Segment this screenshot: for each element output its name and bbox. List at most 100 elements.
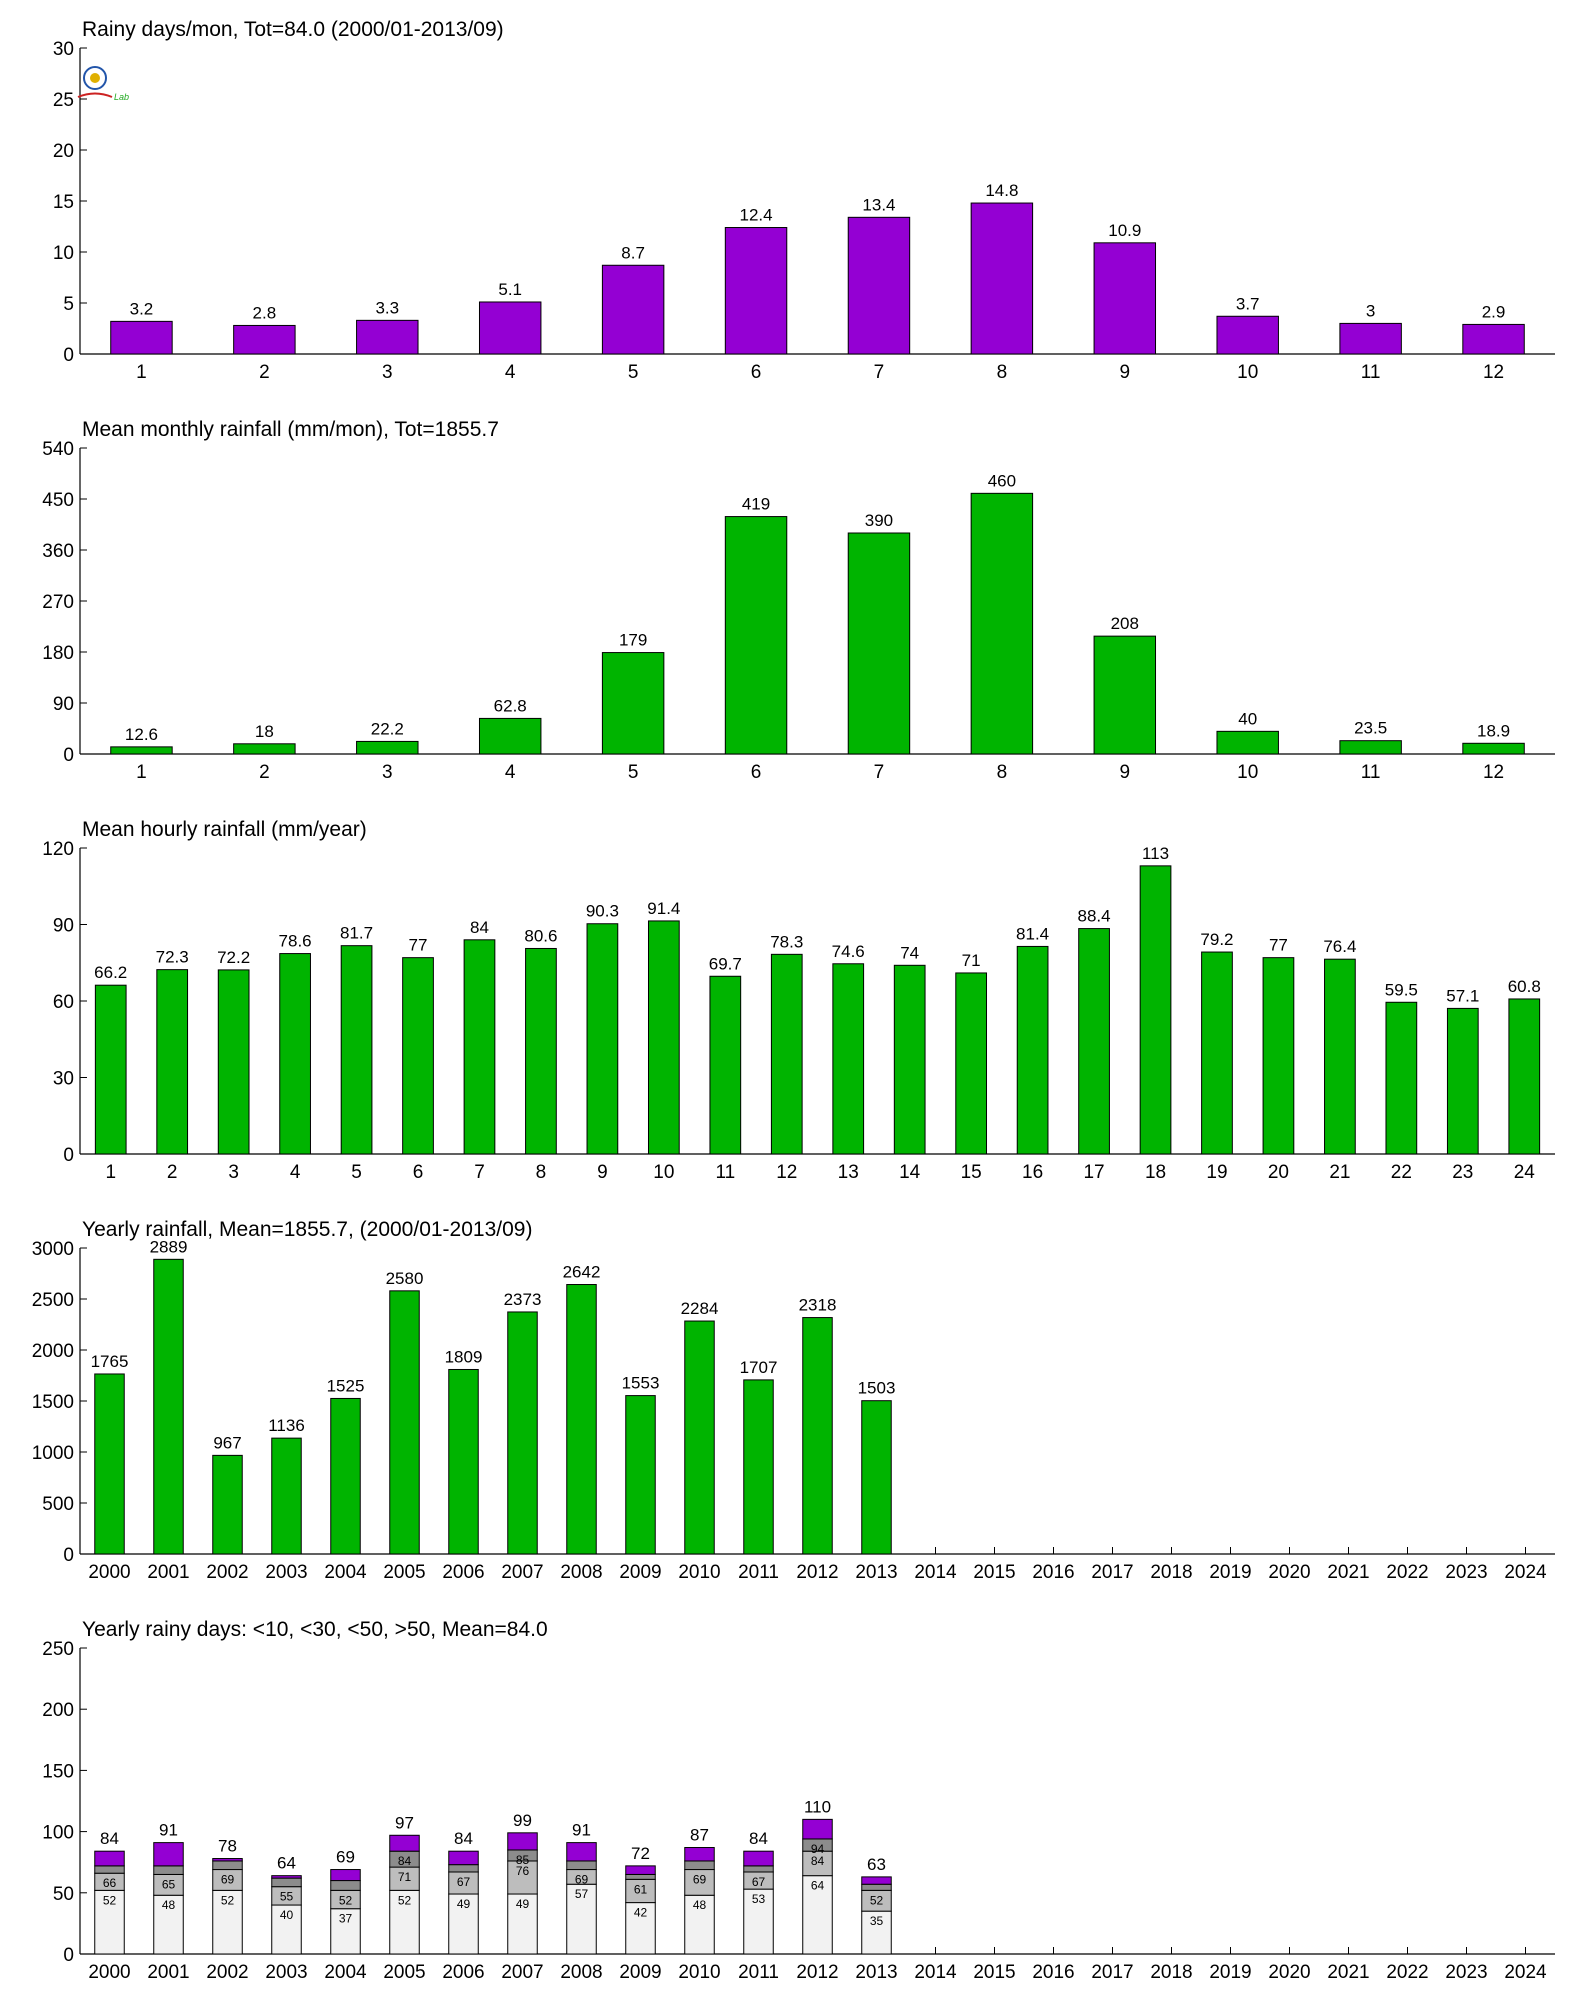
data-label: 72.3 xyxy=(156,948,189,967)
x-tick-label: 9 xyxy=(1120,762,1131,783)
bar-segment-total xyxy=(625,1865,656,1875)
bar xyxy=(1324,958,1356,1155)
bar xyxy=(389,1290,420,1555)
data-label: 460 xyxy=(988,471,1016,490)
bar-segment-lt50 xyxy=(743,1865,774,1873)
x-tick-label: 2015 xyxy=(973,1962,1015,1983)
x-tick-label: 2024 xyxy=(1504,1562,1547,1583)
bar xyxy=(478,301,542,355)
y-tick-label: 250 xyxy=(42,1639,74,1660)
x-tick-label: 12 xyxy=(1483,762,1504,783)
chart-title: Yearly rainy days: <10, <30, <50, >50, M… xyxy=(82,1618,548,1641)
data-label: 60.8 xyxy=(1508,977,1541,996)
data-label: 419 xyxy=(742,495,770,514)
x-tick-label: 2014 xyxy=(914,1962,957,1983)
data-label: 18.9 xyxy=(1477,721,1510,740)
bar-segment-lt10 xyxy=(625,1902,656,1955)
bar-segment-lt10 xyxy=(153,1894,184,1955)
x-tick-label: 2020 xyxy=(1268,1562,1310,1583)
bar-segment-lt50 xyxy=(448,1864,479,1873)
bar-segment-total xyxy=(743,1850,774,1867)
x-tick-label: 4 xyxy=(290,1162,301,1183)
data-label: 97 xyxy=(395,1813,414,1832)
x-tick-label: 6 xyxy=(413,1162,424,1183)
x-tick-label: 2016 xyxy=(1032,1962,1074,1983)
segment-label: 66 xyxy=(103,1876,117,1890)
x-tick-label: 2013 xyxy=(855,1962,897,1983)
x-tick-label: 2 xyxy=(259,362,270,383)
bar xyxy=(525,947,557,1155)
bar-segment-lt50 xyxy=(625,1873,656,1880)
x-tick-label: 2022 xyxy=(1386,1962,1428,1983)
bar-segment-total xyxy=(271,1875,302,1879)
data-label: 12.6 xyxy=(125,725,158,744)
segment-label: 71 xyxy=(398,1870,412,1884)
y-tick-label: 60 xyxy=(53,992,74,1013)
x-tick-label: 2000 xyxy=(88,1562,130,1583)
y-tick-label: 90 xyxy=(53,694,74,715)
rainy-days-chart: Rainy days/mon, Tot=84.0 (2000/01-2013/0… xyxy=(53,18,1555,383)
hourly-rainfall-chart: Mean hourly rainfall (mm/year)0306090120… xyxy=(42,818,1555,1183)
x-tick-label: 2004 xyxy=(324,1562,367,1583)
segment-label: 37 xyxy=(339,1912,353,1926)
bar-segment-lt50 xyxy=(94,1865,125,1874)
data-label: 74.6 xyxy=(832,942,865,961)
bar-segment-total xyxy=(389,1834,420,1852)
bar xyxy=(601,264,665,355)
x-tick-label: 20 xyxy=(1268,1162,1289,1183)
chart-title: Mean monthly rainfall (mm/mon), Tot=1855… xyxy=(82,418,499,441)
x-tick-label: 7 xyxy=(874,762,885,783)
bar xyxy=(402,957,434,1155)
x-tick-label: 3 xyxy=(228,1162,239,1183)
bar-segment-total xyxy=(861,1876,892,1885)
x-tick-label: 2005 xyxy=(383,1562,425,1583)
data-label: 88.4 xyxy=(1078,907,1111,926)
bar xyxy=(330,1397,361,1555)
bar xyxy=(279,953,311,1155)
data-label: 80.6 xyxy=(524,926,557,945)
bar xyxy=(507,1311,538,1555)
x-tick-label: 1 xyxy=(136,762,147,783)
x-tick-label: 22 xyxy=(1391,1162,1412,1183)
bar xyxy=(1201,951,1233,1155)
x-tick-label: 24 xyxy=(1514,1162,1536,1183)
data-label: 40 xyxy=(1238,709,1257,728)
x-tick-label: 2006 xyxy=(442,1962,484,1983)
bar xyxy=(94,1373,125,1555)
bar xyxy=(1446,1007,1479,1155)
bar-segment-lt30 xyxy=(684,1869,715,1896)
bar xyxy=(743,1379,774,1555)
bar xyxy=(566,1284,597,1555)
bar xyxy=(1339,740,1402,755)
y-tick-label: 0 xyxy=(63,1545,74,1566)
x-tick-label: 11 xyxy=(1361,362,1381,383)
bar xyxy=(233,324,296,355)
x-tick-label: 6 xyxy=(751,362,762,383)
segment-label: 52 xyxy=(339,1893,353,1907)
bar-segment-lt10 xyxy=(271,1904,302,1955)
data-label: 1809 xyxy=(445,1347,483,1366)
x-tick-label: 2000 xyxy=(88,1962,130,1983)
x-tick-label: 2015 xyxy=(973,1562,1015,1583)
x-tick-label: 2016 xyxy=(1032,1562,1074,1583)
x-tick-label: 19 xyxy=(1206,1162,1227,1183)
bar xyxy=(1078,928,1110,1155)
data-label: 13.4 xyxy=(862,195,895,214)
x-tick-label: 2003 xyxy=(265,1962,307,1983)
x-tick-label: 3 xyxy=(382,362,393,383)
bar xyxy=(709,975,742,1155)
data-label: 72.2 xyxy=(217,948,250,967)
segment-label: 84 xyxy=(398,1854,412,1868)
bar xyxy=(832,963,865,1155)
data-label: 84 xyxy=(454,1829,473,1848)
bar xyxy=(586,923,619,1155)
segment-label: 52 xyxy=(398,1893,412,1907)
data-label: 91 xyxy=(572,1821,591,1840)
data-label: 90.3 xyxy=(586,902,619,921)
bar xyxy=(847,532,911,755)
bar-segment-lt10 xyxy=(389,1889,420,1955)
bar xyxy=(1016,945,1049,1155)
data-label: 3.3 xyxy=(375,298,399,317)
y-tick-label: 0 xyxy=(63,1945,74,1966)
